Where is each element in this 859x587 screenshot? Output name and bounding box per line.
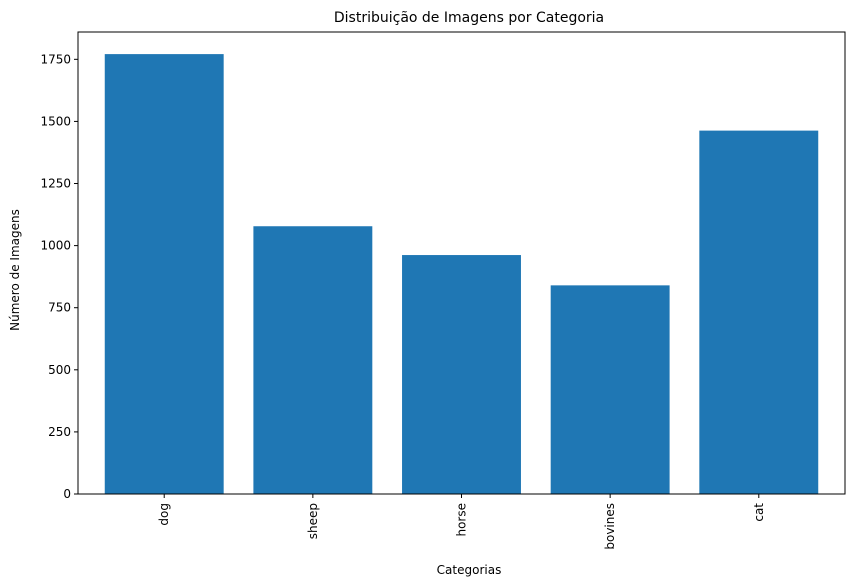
x-tick-label: horse bbox=[455, 503, 469, 537]
y-tick-label: 750 bbox=[48, 301, 71, 315]
y-tick-label: 1000 bbox=[40, 239, 71, 253]
bar-cat bbox=[699, 130, 819, 494]
x-tick-label: dog bbox=[157, 503, 171, 526]
y-tick-label: 1750 bbox=[40, 52, 71, 66]
x-tick-label: bovines bbox=[603, 503, 617, 550]
y-tick-label: 250 bbox=[48, 425, 71, 439]
x-axis-label: Categorias bbox=[437, 563, 502, 577]
y-tick-label: 0 bbox=[63, 487, 71, 501]
plot-frame bbox=[77, 31, 846, 495]
y-tick-label: 500 bbox=[48, 363, 71, 377]
y-tick-label: 1500 bbox=[40, 114, 71, 128]
y-tick-label: 1250 bbox=[40, 177, 71, 191]
chart-title: Distribuição de Imagens por Categoria bbox=[334, 10, 604, 26]
x-axis: dog sheep horse bovines cat bbox=[157, 494, 766, 550]
x-tick-label: sheep bbox=[306, 503, 320, 539]
y-axis-label: Número de Imagens bbox=[8, 209, 22, 331]
x-tick-label: cat bbox=[752, 503, 766, 522]
bar-horse bbox=[402, 255, 521, 494]
y-axis: 0 250 500 750 1000 1250 1500 1750 bbox=[40, 52, 78, 501]
bars-group bbox=[104, 54, 819, 495]
bar-bovines bbox=[550, 285, 670, 494]
bar-dog bbox=[104, 54, 224, 495]
bar-sheep bbox=[253, 226, 373, 494]
